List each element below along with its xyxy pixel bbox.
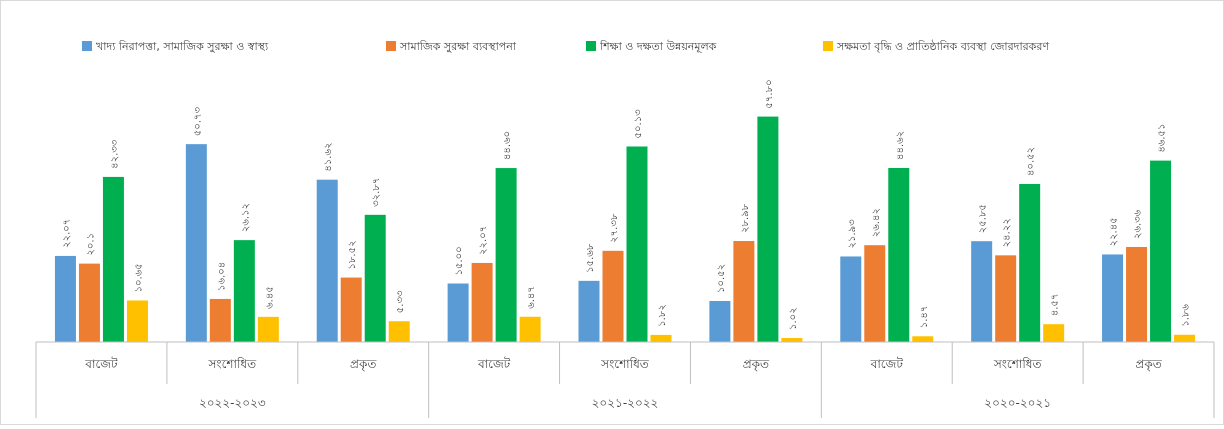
bar-s2-c7 — [864, 245, 886, 342]
bar-s1-c8 — [971, 241, 993, 342]
bar-layer: ২২.০৭ ২০.১ ৪২.৩৩ ১০.৬৫ ৫০.৭৩ ১৬.০৪ ২৬.১২ ৬.৪৫ ৪১… — [54, 79, 1196, 342]
bar-s3-c5 — [626, 146, 648, 342]
data-label-s4-c8: ৪.৫৭ — [1050, 294, 1061, 317]
chart-legend: খাদ্য নিরাপত্তা, সামাজিক সুরক্ষা ও স্বাস… — [82, 40, 1049, 53]
data-label-s3-c7: ৪৪.৬২ — [895, 131, 906, 160]
data-label-s1-c1: ২২.০৭ — [61, 219, 72, 248]
bar-s4-c7 — [912, 336, 934, 342]
bar-s4-c9 — [1174, 334, 1196, 342]
data-label-s1-c5: ১৫.৬৮ — [585, 243, 596, 273]
data-label-s3-c1: ৪২.৩৩ — [109, 139, 120, 169]
legend-label-1: খাদ্য নিরাপত্তা, সামাজিক সুরক্ষা ও স্বাস… — [96, 40, 269, 53]
category-label-1: বাজেট — [84, 357, 118, 371]
data-label-s1-c2: ৫০.৭৩ — [192, 106, 203, 136]
data-label-s4-c1: ১০.৬৫ — [133, 263, 144, 292]
bar-s1-c5 — [578, 280, 600, 342]
bar-s4-c3 — [388, 321, 410, 342]
group-label-2: ২০২১-২০২২ — [592, 396, 659, 410]
bar-s4-c6 — [781, 338, 803, 342]
bar-s3-c8 — [1019, 183, 1041, 342]
data-label-s2-c2: ১৬.০৪ — [216, 262, 227, 291]
legend-label-4: সক্ষমতা বৃদ্ধি ও প্রাতিষ্ঠানিক ব্যবস্থা … — [836, 40, 1049, 53]
bar-s3-c3 — [364, 214, 386, 342]
data-label-s4-c7: ১.৪৭ — [919, 306, 930, 329]
data-label-s4-c6: ১.০২ — [788, 307, 799, 330]
data-label-s3-c6: ৫৭.৮০ — [764, 79, 775, 108]
bar-s2-c6 — [733, 241, 755, 342]
data-label-s1-c8: ২৫.৮৫ — [978, 204, 989, 233]
data-label-s4-c2: ৬.৪৫ — [264, 286, 275, 309]
category-label-8: সংশোধিত — [993, 357, 1043, 371]
group-label-1: ২০২২-২০২৩ — [199, 396, 266, 410]
legend-label-3: শিক্ষা ও দক্ষতা উন্নয়নমূলক — [599, 40, 717, 53]
bar-s1-c7 — [840, 256, 862, 342]
bar-s2-c9 — [1126, 246, 1148, 342]
data-label-s2-c5: ২৭.৩৮ — [609, 213, 620, 243]
bar-s4-c4 — [519, 316, 541, 342]
bar-s1-c4 — [447, 283, 469, 342]
legend-swatch-1 — [82, 41, 92, 51]
data-label-s2-c9: ২৬.৩৬ — [1133, 209, 1144, 239]
category-label-6: প্রকৃত — [743, 357, 770, 372]
legend-swatch-3 — [586, 41, 596, 51]
data-label-s1-c4: ১৫.০০ — [454, 246, 465, 275]
data-label-s4-c5: ১.৮২ — [657, 304, 668, 327]
bar-s2-c3 — [340, 277, 362, 342]
bar-s4-c5 — [650, 334, 672, 342]
data-label-s3-c4: ৪৪.৬০ — [502, 131, 513, 160]
category-label-3: প্রকৃত — [350, 357, 377, 372]
category-label-4: বাজেট — [477, 357, 511, 371]
bar-s1-c3 — [316, 179, 338, 342]
bar-s1-c1 — [54, 255, 76, 342]
data-label-s3-c3: ৩২.৮৭ — [371, 178, 382, 207]
data-label-s1-c3: ৪১.৬২ — [323, 143, 334, 172]
bar-s3-c2 — [233, 240, 255, 342]
category-label-5: সংশোধিত — [600, 357, 650, 371]
data-label-s1-c6: ১০.৫২ — [716, 264, 727, 293]
data-label-s1-c7: ২১.৯৩ — [847, 219, 858, 249]
bar-s1-c6 — [709, 300, 731, 342]
category-axis: বাজেট সংশোধিত প্রকৃত বাজেট সংশোধিত প্রকৃত বাজে… — [35, 341, 1215, 418]
data-label-s2-c1: ২০.১ — [85, 233, 96, 256]
bar-s2-c1 — [78, 263, 100, 342]
bar-s1-c2 — [185, 144, 207, 342]
data-label-s3-c2: ২৬.১২ — [240, 203, 251, 232]
bar-s3-c4 — [495, 168, 517, 342]
data-label-s2-c6: ২৮.৯৮ — [740, 203, 751, 233]
bar-s2-c8 — [995, 255, 1017, 342]
bar-s4-c1 — [126, 300, 148, 342]
group-label-3: ২০২০-২০২১ — [984, 396, 1051, 410]
bar-s4-c8 — [1043, 324, 1065, 342]
data-label-s3-c5: ৫০.১৩ — [633, 109, 644, 139]
bar-s3-c1 — [102, 176, 124, 342]
data-label-s4-c4: ৬.৪৭ — [526, 286, 537, 309]
bar-s1-c9 — [1102, 254, 1124, 342]
data-label-s2-c8: ২৪.২২ — [1002, 218, 1013, 247]
data-label-s3-c9: ৪৬.৫১ — [1157, 123, 1168, 152]
bar-s3-c9 — [1150, 160, 1172, 342]
data-label-s2-c7: ২৬.৪২ — [871, 208, 882, 237]
data-label-s4-c3: ৫.৩৩ — [395, 290, 406, 313]
category-label-9: প্রকৃত — [1135, 357, 1162, 372]
data-label-s3-c8: ৪০.৫২ — [1026, 147, 1037, 176]
bar-s4-c2 — [257, 316, 279, 342]
data-label-s2-c3: ১৮.৫২ — [347, 240, 358, 269]
bar-s2-c4 — [471, 262, 493, 342]
bar-s3-c7 — [888, 167, 910, 342]
bar-s3-c6 — [757, 116, 779, 342]
category-label-7: বাজেট — [870, 357, 904, 371]
legend-swatch-2 — [386, 41, 396, 51]
data-label-s1-c9: ২২.৪৫ — [1109, 217, 1120, 246]
legend-swatch-4 — [823, 41, 833, 51]
bar-s2-c2 — [209, 298, 231, 342]
category-label-2: সংশোধিত — [207, 357, 257, 371]
data-label-s2-c4: ২২.০৭ — [478, 226, 489, 255]
data-label-s4-c9: ১.৮৬ — [1181, 304, 1192, 327]
legend-label-2: সামাজিক সুরক্ষা ব্যবস্থাপনা — [399, 40, 517, 53]
bar-s2-c5 — [602, 250, 624, 342]
